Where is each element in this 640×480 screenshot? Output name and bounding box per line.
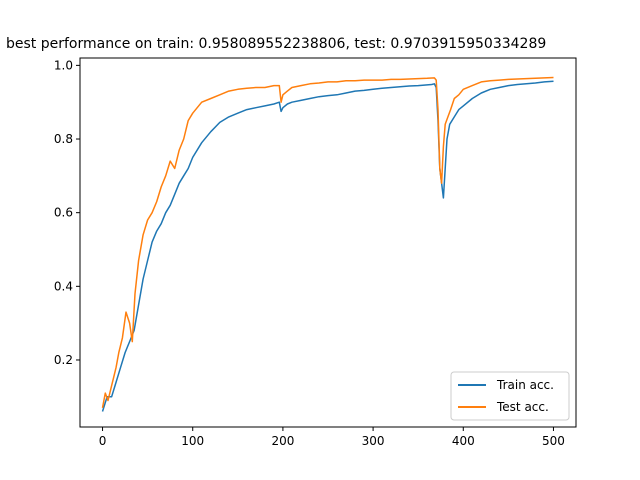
series-line-test xyxy=(101,76,554,409)
series-layer xyxy=(101,76,554,412)
legend: Train acc. Test acc. xyxy=(450,371,570,421)
x-tick-label: 0 xyxy=(99,434,107,448)
axes-frame xyxy=(79,57,577,428)
x-tick-label: 200 xyxy=(271,434,294,448)
x-axis: 0 100 200 300 400 500 xyxy=(99,427,565,448)
y-tick-label: 0.4 xyxy=(54,279,73,293)
y-tick-label: 0.8 xyxy=(54,132,73,146)
legend-label-test: Test acc. xyxy=(496,400,549,414)
series-line-train xyxy=(101,80,554,412)
y-tick-label: 0.6 xyxy=(54,206,73,220)
y-tick-label: 0.2 xyxy=(54,353,73,367)
y-tick-label: 1.0 xyxy=(54,58,73,72)
x-tick-label: 300 xyxy=(362,434,385,448)
legend-label-train: Train acc. xyxy=(496,378,554,392)
plot-area xyxy=(79,57,577,428)
chart-title: best performance on train: 0.95808955223… xyxy=(6,36,546,52)
x-tick-label: 500 xyxy=(542,434,565,448)
y-axis: 0.2 0.4 0.6 0.8 1.0 xyxy=(54,58,80,367)
x-tick-label: 400 xyxy=(452,434,475,448)
x-tick-label: 100 xyxy=(181,434,204,448)
